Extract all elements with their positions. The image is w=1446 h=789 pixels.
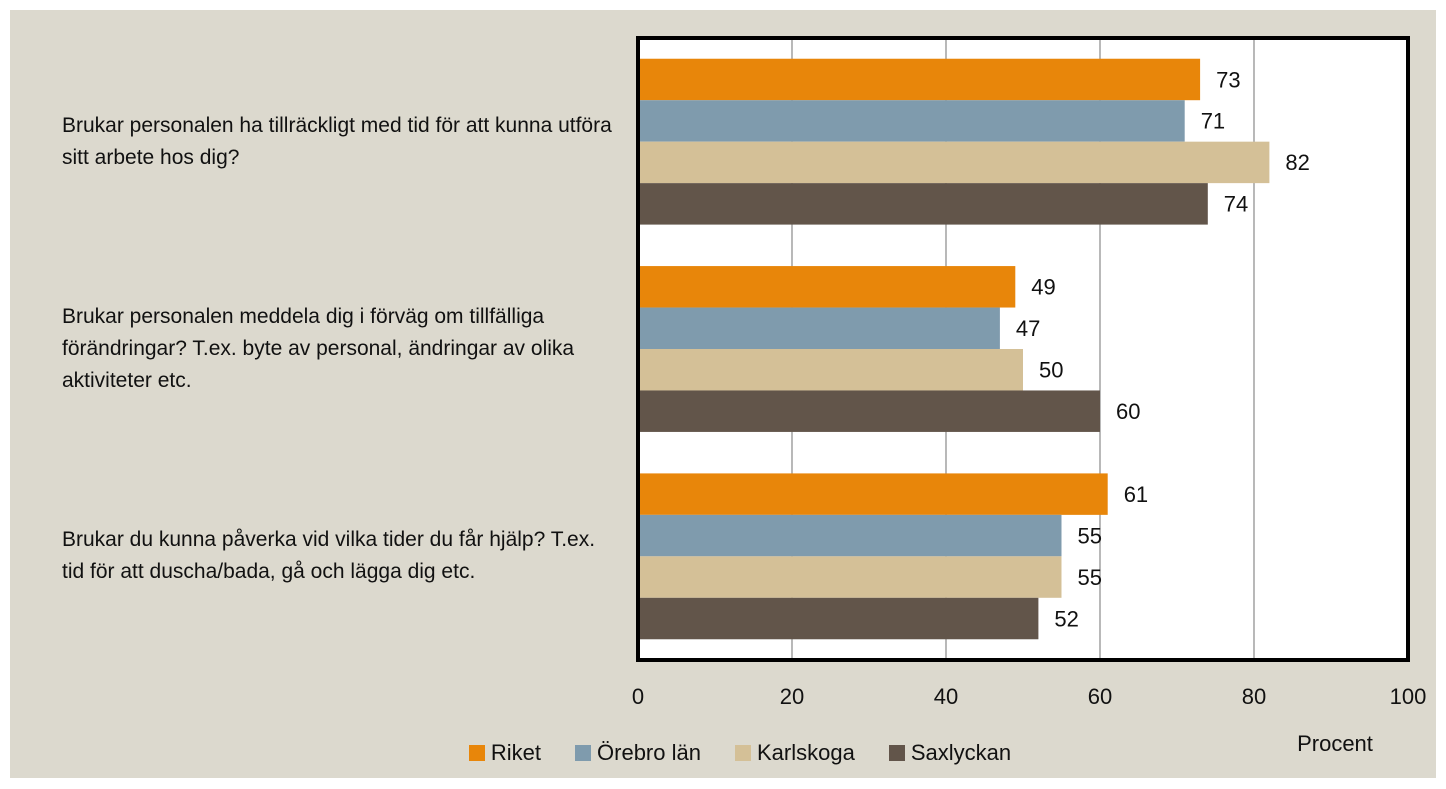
legend-item: Riket	[468, 740, 542, 766]
x-tick-label: 80	[1242, 684, 1266, 709]
x-tick-label: 0	[632, 684, 644, 709]
legend-label: Riket	[490, 740, 542, 765]
bar	[638, 473, 1108, 515]
x-tick-label: 60	[1088, 684, 1112, 709]
legend-label: Örebro län	[597, 740, 701, 765]
value-label: 60	[1116, 399, 1140, 424]
legend-swatch	[468, 745, 485, 761]
x-axis-label: Procent	[1297, 731, 1373, 756]
legend-swatch	[575, 745, 592, 761]
value-label: 82	[1285, 150, 1309, 175]
value-label: 73	[1216, 67, 1240, 92]
x-tick-label: 40	[934, 684, 958, 709]
x-tick-label: 100	[1390, 684, 1427, 709]
legend-swatch	[888, 745, 905, 761]
bar	[638, 390, 1100, 432]
value-label: 50	[1039, 358, 1063, 383]
plot-border	[636, 36, 1410, 662]
legend: Riket Örebro län Karlskoga Saxlyckan	[0, 740, 1446, 766]
category-label: Brukar personalen meddela dig i förväg o…	[62, 305, 575, 392]
category-label: Brukar du kunna påverka vid vilka tider …	[62, 528, 596, 584]
legend-label: Saxlyckan	[910, 740, 1012, 765]
value-label: 55	[1078, 565, 1102, 590]
category-label: Brukar personalen ha tillräckligt med ti…	[62, 113, 612, 169]
value-label: 71	[1201, 109, 1225, 134]
bar	[638, 349, 1023, 391]
bar	[638, 597, 1039, 640]
legend-item: Karlskoga	[734, 740, 855, 766]
bar	[638, 556, 1062, 598]
legend-label: Karlskoga	[756, 740, 855, 765]
bar	[638, 100, 1185, 142]
bar	[638, 514, 1062, 557]
bar	[638, 307, 1000, 349]
value-label: 61	[1124, 482, 1148, 507]
legend-swatch	[734, 745, 751, 761]
value-label: 74	[1224, 192, 1248, 217]
bar	[638, 141, 1270, 184]
bar	[638, 58, 1201, 101]
value-label: 55	[1078, 523, 1102, 548]
bar	[638, 183, 1208, 225]
bar	[638, 266, 1016, 308]
legend-item: Saxlyckan	[888, 740, 1012, 766]
value-label: 52	[1054, 606, 1078, 631]
value-label: 47	[1016, 316, 1040, 341]
legend-item: Örebro län	[575, 740, 701, 766]
value-label: 49	[1031, 275, 1055, 300]
x-tick-label: 20	[780, 684, 804, 709]
